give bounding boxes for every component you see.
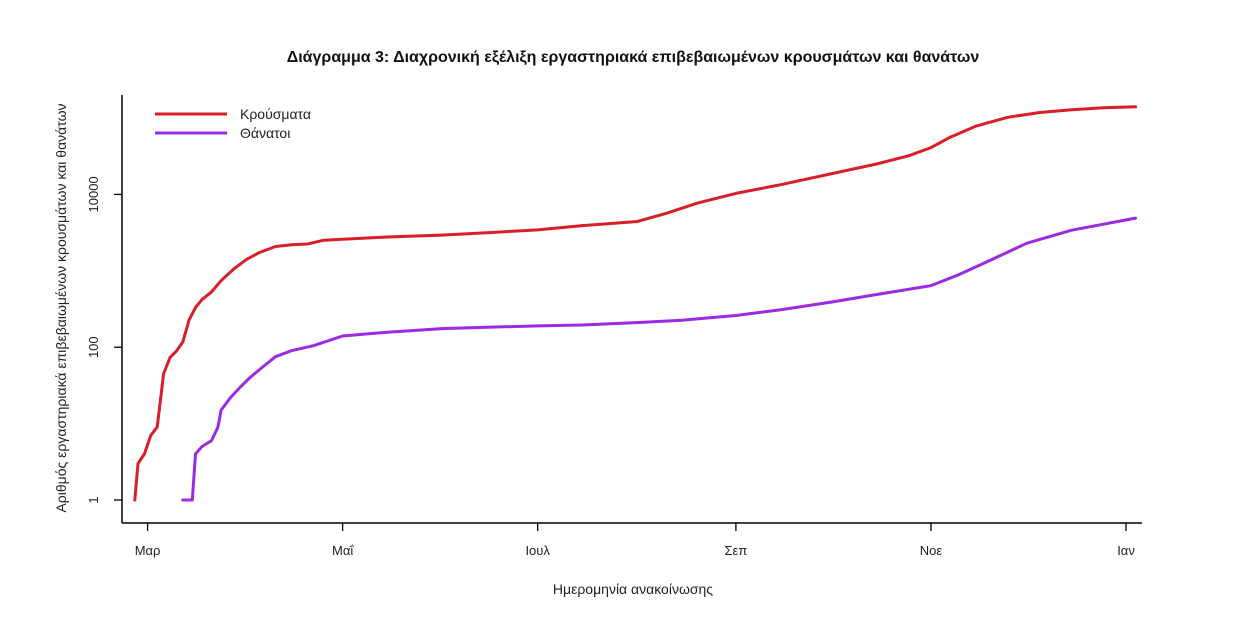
x-tick-label: Σεπ: [725, 543, 748, 558]
x-tick-label: Ιαν: [1117, 543, 1135, 558]
y-tick-label: 1: [86, 496, 101, 503]
y-tick-label: 100: [86, 336, 101, 358]
series-layer: [133, 105, 1138, 502]
x-tick-label: Μαρ: [135, 543, 161, 558]
chart-title: Διάγραμμα 3: Διαχρονική εξέλιξη εργαστηρ…: [287, 49, 980, 66]
x-tick-label: Μαΐ: [332, 543, 354, 558]
y-tick-label: 10000: [86, 176, 101, 212]
legend-label-1: Κρούσματα: [240, 106, 311, 122]
legend-label-2: Θάνατοι: [240, 125, 290, 141]
series-line-2: [181, 216, 1138, 502]
y-axis-label: Αριθμός εργαστηριακά επιβεβαιωμένων κρου…: [53, 103, 69, 512]
series-line-1: [133, 105, 1138, 502]
legend: Κρούσματα Θάνατοι: [155, 106, 311, 141]
axes: Μαρ Μαΐ Ιουλ Σεπ Νοε Ιαν 1 100 10000: [86, 95, 1142, 558]
x-axis-label: Ημερομηνία ανακοίνωσης: [553, 581, 713, 597]
x-tick-label: Ιουλ: [525, 543, 550, 558]
x-tick-label: Νοε: [920, 543, 943, 558]
